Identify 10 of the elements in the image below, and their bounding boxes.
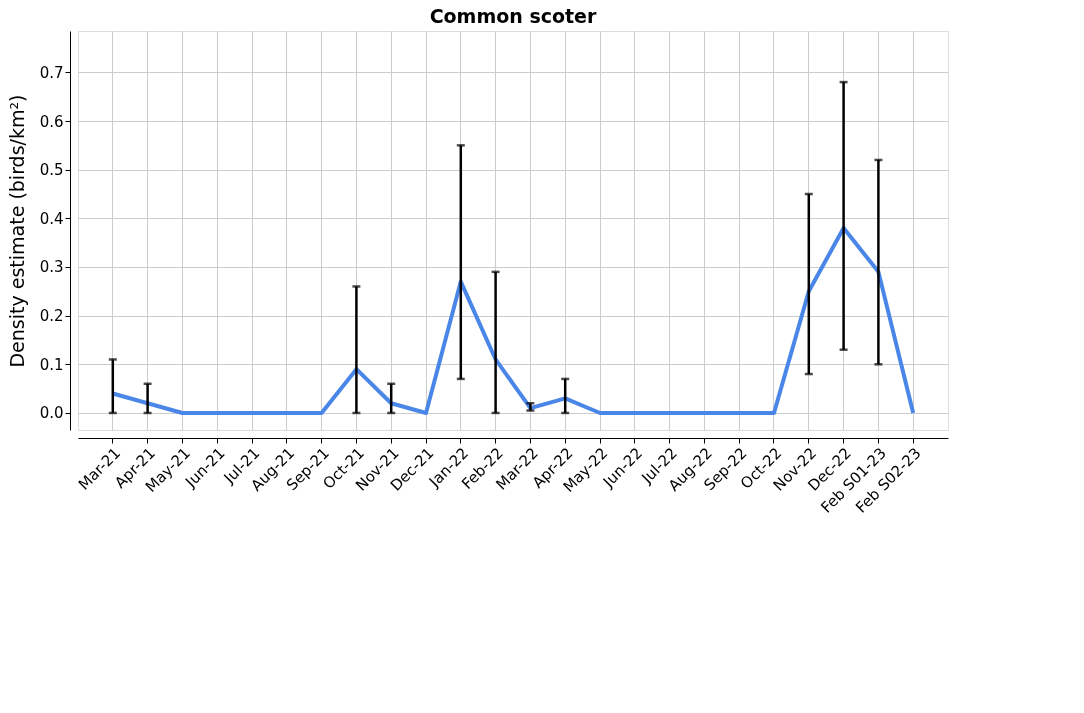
y-tick-label: 0.6 xyxy=(39,112,64,131)
chart-title: Common scoter xyxy=(429,5,597,27)
y-axis-title: Density estimate (birds/km²) xyxy=(5,94,28,368)
y-tick-label: 0.2 xyxy=(39,307,64,326)
y-tick-label: 0.3 xyxy=(39,258,64,277)
y-tick-label: 0.1 xyxy=(39,355,64,374)
y-tick-label: 0.0 xyxy=(39,404,64,423)
y-tick-label: 0.5 xyxy=(39,161,64,180)
y-tick-label: 0.4 xyxy=(39,209,64,228)
y-tick-label: 0.7 xyxy=(39,63,64,82)
